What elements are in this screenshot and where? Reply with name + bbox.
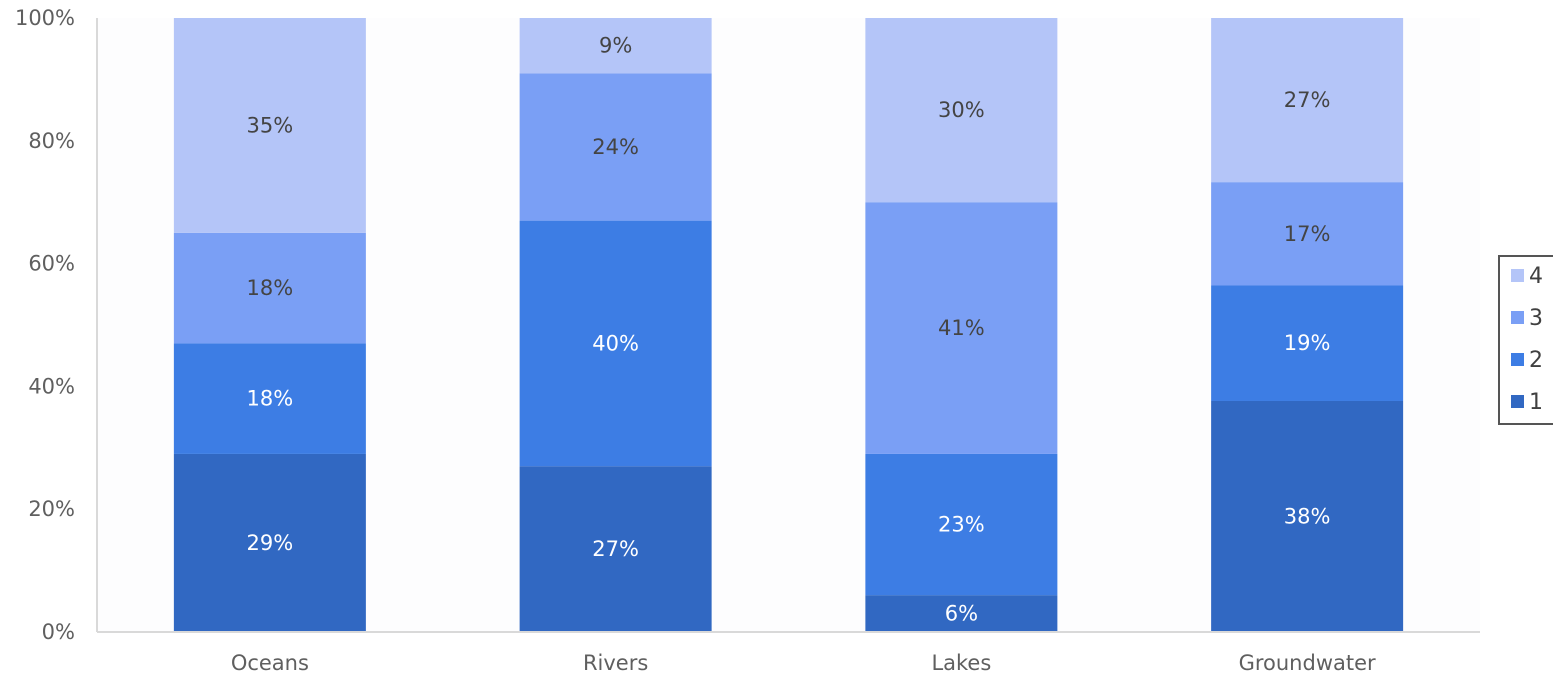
legend-swatch-series-2	[1511, 353, 1524, 366]
bar-segment-oceans-series-4	[173, 18, 366, 233]
data-label-oceans-series-2: 18%	[247, 387, 294, 411]
data-label-oceans-series-3: 18%	[247, 276, 294, 300]
data-label-oceans-series-4: 35%	[247, 113, 294, 137]
bar-segment-lakes-series-3	[865, 202, 1058, 454]
bar-segment-groundwater-series-2	[1211, 285, 1404, 401]
bar-segment-lakes-series-2	[865, 453, 1058, 596]
data-label-rivers-series-1: 27%	[592, 537, 639, 561]
data-label-rivers-series-2: 40%	[592, 331, 639, 355]
x-tick-label-rivers: Rivers	[583, 651, 648, 675]
bar-segment-groundwater-series-3	[1211, 182, 1404, 286]
bar-segment-lakes-series-4	[865, 18, 1058, 203]
bar-segment-lakes-series-1	[865, 595, 1058, 632]
bar-segment-oceans-series-1	[173, 453, 366, 632]
legend-label-series-2: 2	[1529, 348, 1543, 373]
y-tick-label-60pct: 60%	[28, 252, 75, 276]
data-label-lakes-series-4: 30%	[938, 98, 985, 122]
bar-segment-rivers-series-1	[519, 466, 712, 632]
y-tick-label-80pct: 80%	[28, 129, 75, 153]
legend-label-series-3: 3	[1529, 306, 1543, 331]
bar-segment-groundwater-series-1	[1211, 400, 1404, 632]
bar-segment-oceans-series-3	[173, 232, 366, 344]
y-tick-label-0pct: 0%	[42, 620, 75, 644]
legend-label-series-1: 1	[1529, 390, 1543, 415]
legend-label-series-4: 4	[1529, 264, 1543, 289]
data-label-oceans-series-1: 29%	[247, 531, 294, 555]
data-label-rivers-series-4: 9%	[599, 34, 632, 58]
bar-segment-rivers-series-3	[519, 73, 712, 221]
bar-segment-rivers-series-2	[519, 220, 712, 467]
data-label-lakes-series-1: 6%	[945, 602, 978, 626]
y-tick-label-40pct: 40%	[28, 374, 75, 398]
legend-swatch-series-1	[1511, 395, 1524, 408]
legend-box	[1498, 255, 1553, 425]
x-tick-label-lakes: Lakes	[931, 651, 991, 675]
legend-swatch-series-3	[1511, 311, 1524, 324]
y-tick-label-100pct: 100%	[15, 6, 75, 30]
x-tick-label-groundwater: Groundwater	[1239, 651, 1376, 675]
data-label-groundwater-series-4: 27%	[1284, 88, 1331, 112]
bar-segment-groundwater-series-4	[1211, 18, 1404, 183]
data-label-groundwater-series-2: 19%	[1284, 331, 1331, 355]
data-label-lakes-series-3: 41%	[938, 316, 985, 340]
data-label-rivers-series-3: 24%	[592, 135, 639, 159]
data-label-groundwater-series-3: 17%	[1284, 222, 1331, 246]
legend-swatch-series-4	[1511, 269, 1524, 282]
y-tick-label-20pct: 20%	[28, 497, 75, 521]
data-label-lakes-series-2: 23%	[938, 513, 985, 537]
x-tick-label-oceans: Oceans	[231, 651, 309, 675]
data-label-groundwater-series-1: 38%	[1284, 504, 1331, 528]
bar-segment-oceans-series-2	[173, 343, 366, 454]
bar-segment-rivers-series-4	[519, 18, 712, 74]
